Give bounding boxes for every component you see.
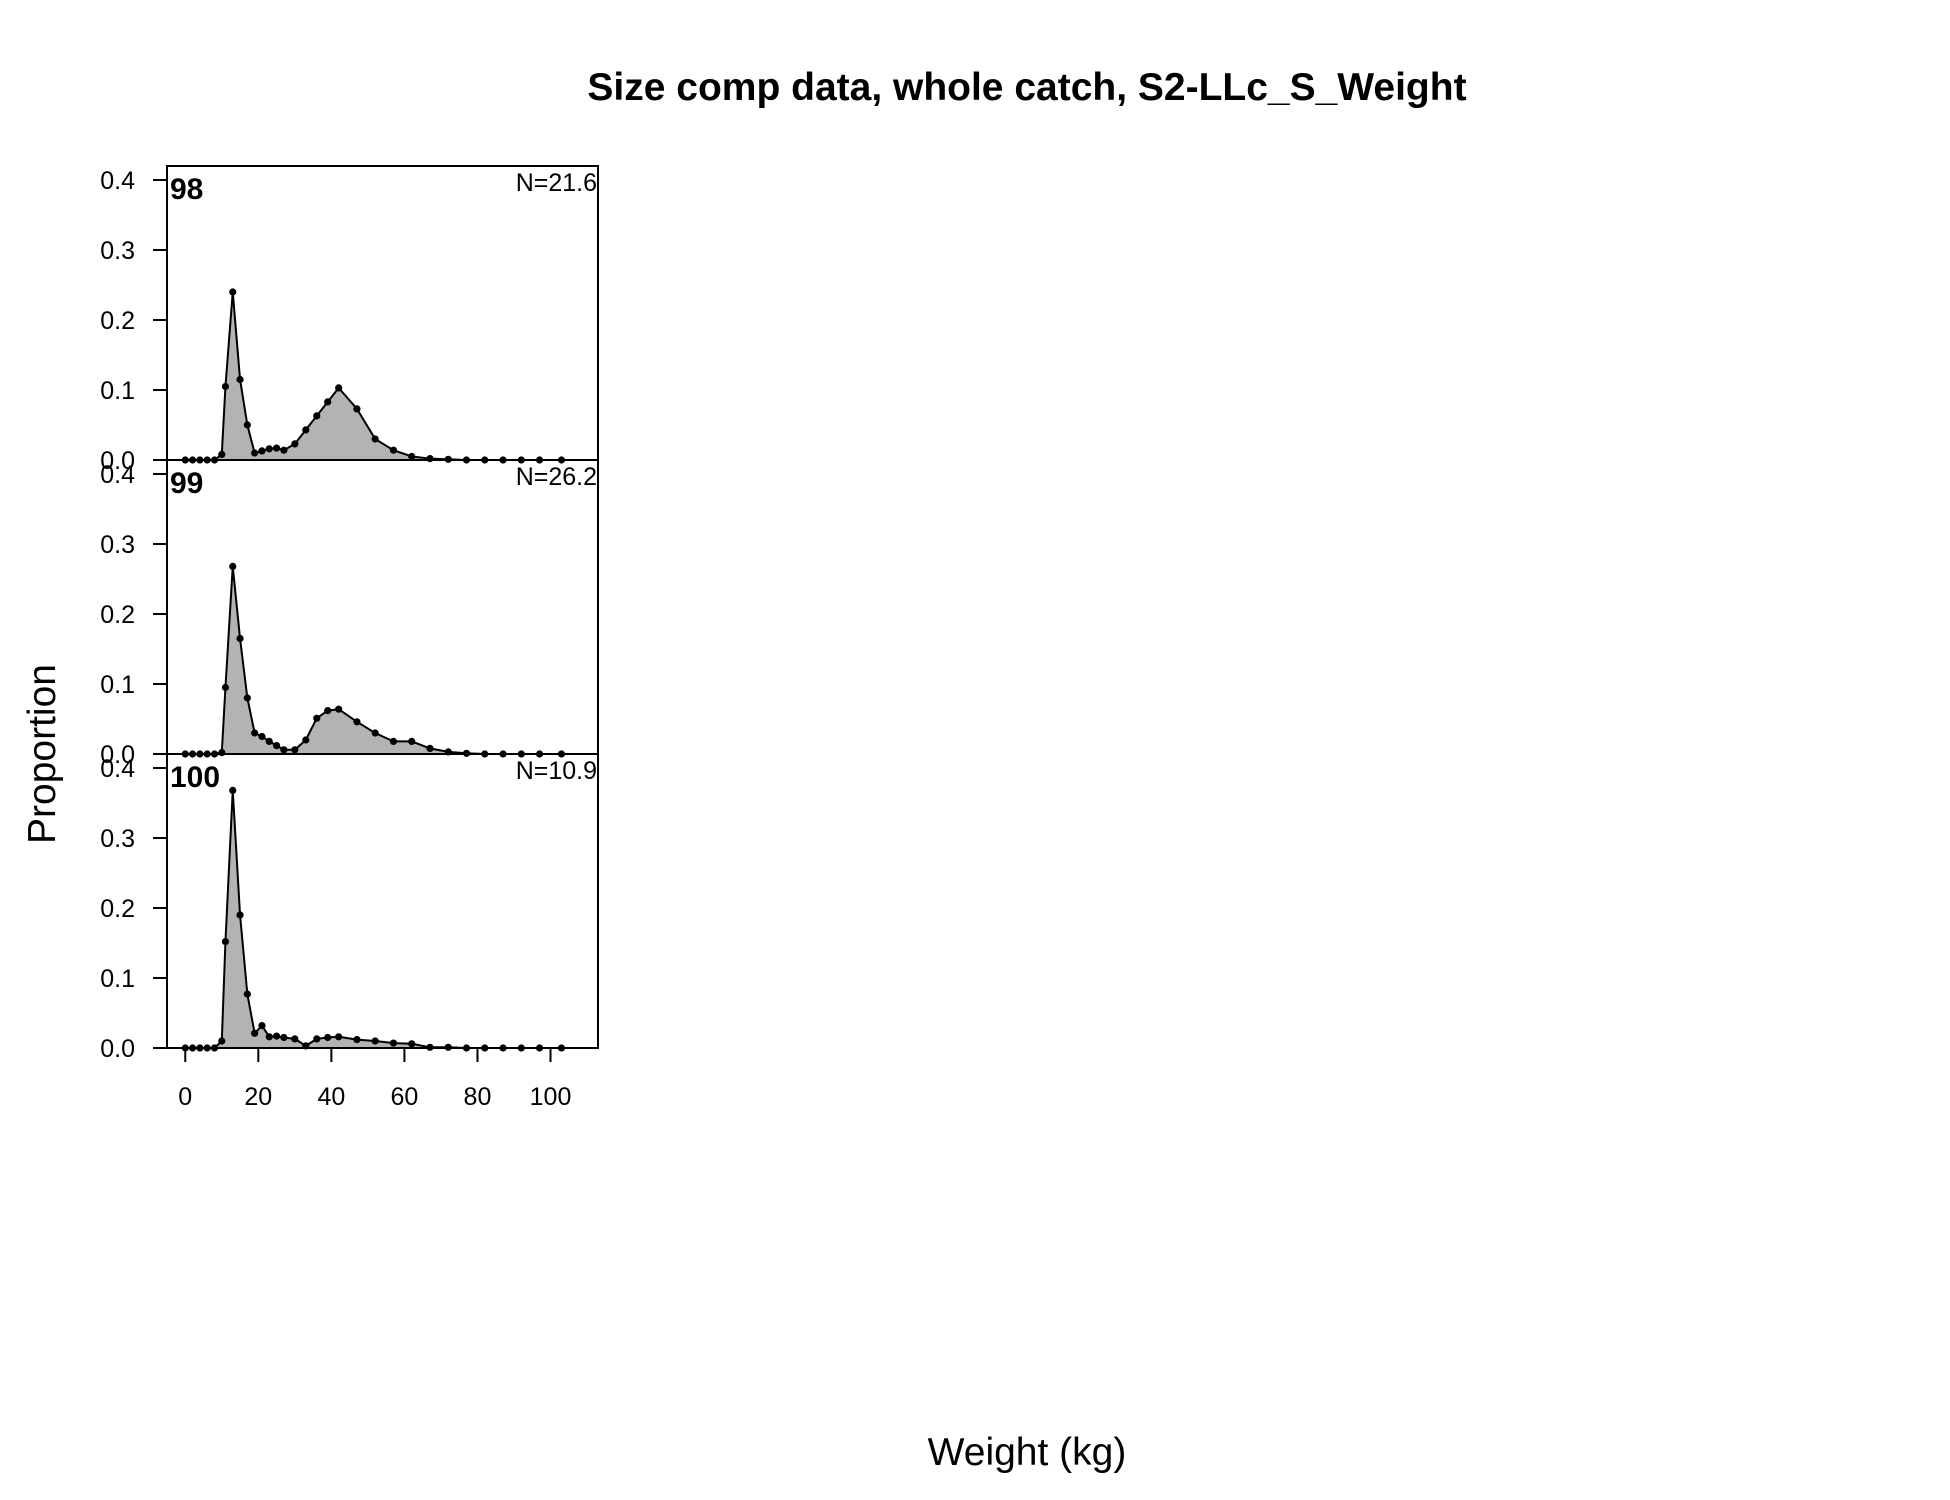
panel-n-label: N=21.6 bbox=[516, 169, 597, 197]
data-point bbox=[353, 718, 361, 726]
data-point bbox=[408, 737, 416, 746]
data-point bbox=[291, 746, 299, 754]
y-tick-label: 0.0 bbox=[100, 1035, 135, 1063]
data-point bbox=[324, 707, 332, 715]
data-point bbox=[265, 445, 273, 453]
y-tick-label: 0.4 bbox=[100, 461, 135, 489]
y-tick-label: 0.4 bbox=[100, 167, 135, 195]
data-point bbox=[221, 938, 230, 946]
data-point bbox=[236, 375, 244, 384]
data-point bbox=[324, 1033, 332, 1042]
data-point bbox=[221, 683, 230, 692]
data-point bbox=[236, 911, 244, 919]
data-point bbox=[353, 1036, 361, 1044]
data-point bbox=[389, 446, 398, 454]
data-point bbox=[280, 746, 288, 754]
panel-year-label: 100 bbox=[170, 761, 220, 794]
data-point bbox=[302, 736, 310, 744]
panel-year-label: 99 bbox=[170, 467, 203, 500]
data-point bbox=[251, 449, 259, 457]
area-fill bbox=[185, 566, 562, 754]
data-point bbox=[218, 749, 226, 757]
y-tick-label: 0.1 bbox=[100, 965, 135, 993]
data-point bbox=[426, 455, 434, 463]
data-point bbox=[251, 729, 259, 737]
panel-frame bbox=[166, 753, 599, 1049]
data-point bbox=[265, 1033, 273, 1041]
y-tick-label: 0.3 bbox=[100, 825, 135, 853]
data-point bbox=[335, 705, 343, 713]
y-tick-label: 0.2 bbox=[100, 895, 135, 923]
x-axis-title: Weight (kg) bbox=[928, 1431, 1127, 1474]
x-tick-label: 60 bbox=[391, 1083, 419, 1111]
x-tick-label: 100 bbox=[530, 1083, 572, 1111]
chart-title: Size comp data, whole catch, S2-LLc_S_We… bbox=[587, 66, 1466, 109]
data-point bbox=[291, 440, 299, 448]
data-point bbox=[243, 990, 251, 998]
data-point bbox=[243, 421, 251, 429]
data-point bbox=[243, 694, 251, 702]
x-tick-label: 80 bbox=[464, 1083, 492, 1111]
y-tick-label: 0.2 bbox=[100, 307, 135, 335]
x-tick-label: 0 bbox=[178, 1083, 192, 1111]
data-point bbox=[258, 1022, 266, 1030]
data-point bbox=[371, 435, 379, 443]
data-point bbox=[272, 1032, 281, 1040]
data-point bbox=[218, 1037, 226, 1045]
y-axis-title: Proportion bbox=[21, 664, 64, 844]
panel-99: 0.0 0.1 0.2 0.3 0.4 99 N=26.2 bbox=[100, 459, 599, 769]
panel-year-label: 98 bbox=[170, 173, 203, 206]
y-tick-label: 0.0 bbox=[100, 447, 135, 475]
y-tick-label: 0.2 bbox=[100, 601, 135, 629]
panel-n-label: N=10.9 bbox=[516, 757, 597, 785]
panel-n-label: N=26.2 bbox=[516, 463, 597, 491]
data-point bbox=[426, 744, 434, 753]
data-point bbox=[324, 398, 332, 406]
y-tick-label: 0.0 bbox=[100, 741, 135, 769]
data-point bbox=[236, 634, 244, 643]
x-tick-label: 20 bbox=[244, 1083, 272, 1111]
data-point bbox=[265, 737, 273, 746]
data-point bbox=[229, 288, 237, 296]
data-point bbox=[313, 714, 321, 722]
data-point bbox=[389, 737, 398, 746]
x-tick-label: 40 bbox=[317, 1083, 345, 1111]
panels-group: 0.0 0.1 0.2 0.3 0.4 98 N=21.6 0.0 0.1 0.2 0.3 0.4 99… bbox=[100, 165, 599, 1111]
data-point bbox=[371, 729, 379, 737]
data-point bbox=[258, 732, 266, 741]
data-point bbox=[272, 742, 281, 750]
data-point bbox=[280, 446, 288, 454]
data-point bbox=[218, 450, 226, 458]
data-point bbox=[335, 1033, 343, 1041]
y-tick-label: 0.1 bbox=[100, 671, 135, 699]
y-tick-label: 0.1 bbox=[100, 377, 135, 405]
data-point bbox=[251, 1029, 259, 1037]
panel-100: 0.0 0.1 0.2 0.3 0.4 100 N=10.9 0 20 40 60 80 100 bbox=[100, 753, 599, 1111]
data-point bbox=[272, 444, 281, 452]
data-point bbox=[313, 412, 321, 420]
data-point bbox=[221, 382, 230, 391]
y-tick-label: 0.4 bbox=[100, 755, 135, 783]
data-point bbox=[371, 1037, 379, 1045]
data-point bbox=[408, 452, 416, 461]
data-point bbox=[313, 1035, 321, 1043]
data-point bbox=[229, 562, 237, 571]
data-point bbox=[229, 786, 237, 795]
data-point bbox=[302, 426, 310, 434]
data-point bbox=[353, 405, 361, 413]
y-tick-label: 0.3 bbox=[100, 237, 135, 265]
data-point bbox=[335, 384, 343, 392]
panel-98: 0.0 0.1 0.2 0.3 0.4 98 N=21.6 bbox=[100, 165, 599, 475]
data-point bbox=[280, 1033, 288, 1042]
data-point bbox=[291, 1035, 299, 1043]
data-point bbox=[389, 1039, 398, 1047]
y-tick-label: 0.3 bbox=[100, 531, 135, 559]
area-fill bbox=[185, 790, 562, 1048]
data-point bbox=[258, 447, 266, 455]
data-point bbox=[408, 1040, 416, 1048]
